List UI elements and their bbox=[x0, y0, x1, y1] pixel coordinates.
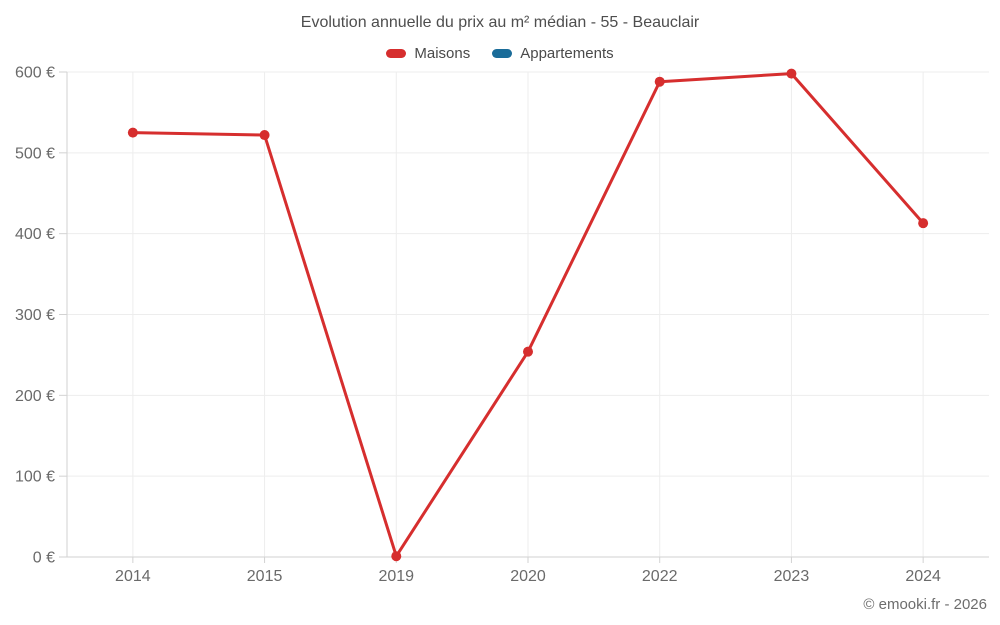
copyright-credit: © emooki.fr - 2026 bbox=[863, 596, 987, 613]
appartements-swatch-icon bbox=[492, 49, 513, 58]
x-tick-label: 2022 bbox=[642, 568, 678, 585]
y-tick-label: 500 € bbox=[15, 145, 55, 162]
data-point-maisons[interactable] bbox=[523, 346, 533, 357]
chart-title: Evolution annuelle du prix au m² médian … bbox=[300, 14, 700, 31]
legend-label-maisons: Maisons bbox=[414, 45, 471, 62]
data-point-maisons[interactable] bbox=[259, 130, 270, 141]
y-tick-label: 300 € bbox=[15, 307, 55, 324]
x-tick-label: 2014 bbox=[115, 568, 151, 585]
x-tick-label: 2024 bbox=[905, 568, 941, 585]
legend-item-maisons[interactable]: Maisons bbox=[386, 45, 470, 62]
y-tick-label: 600 € bbox=[15, 65, 55, 82]
x-tick-label: 2020 bbox=[510, 568, 546, 585]
x-tick-label: 2023 bbox=[774, 568, 810, 585]
data-point-maisons[interactable] bbox=[786, 68, 797, 79]
y-tick-label: 100 € bbox=[15, 469, 55, 486]
chart-legend: Maisons Appartements bbox=[0, 45, 1000, 62]
y-tick-label: 0 € bbox=[33, 550, 55, 567]
x-tick-label: 2019 bbox=[378, 568, 414, 585]
maisons-swatch-icon bbox=[386, 49, 407, 58]
x-tick-label: 2015 bbox=[247, 568, 283, 585]
data-point-maisons[interactable] bbox=[391, 551, 402, 562]
y-tick-label: 400 € bbox=[15, 226, 55, 243]
y-tick-label: 200 € bbox=[15, 388, 55, 405]
legend-label-appartements: Appartements bbox=[520, 45, 614, 62]
data-point-maisons[interactable] bbox=[918, 218, 929, 229]
data-point-maisons[interactable] bbox=[654, 76, 665, 87]
legend-item-appartements[interactable]: Appartements bbox=[492, 45, 614, 62]
data-point-maisons[interactable] bbox=[127, 127, 138, 138]
